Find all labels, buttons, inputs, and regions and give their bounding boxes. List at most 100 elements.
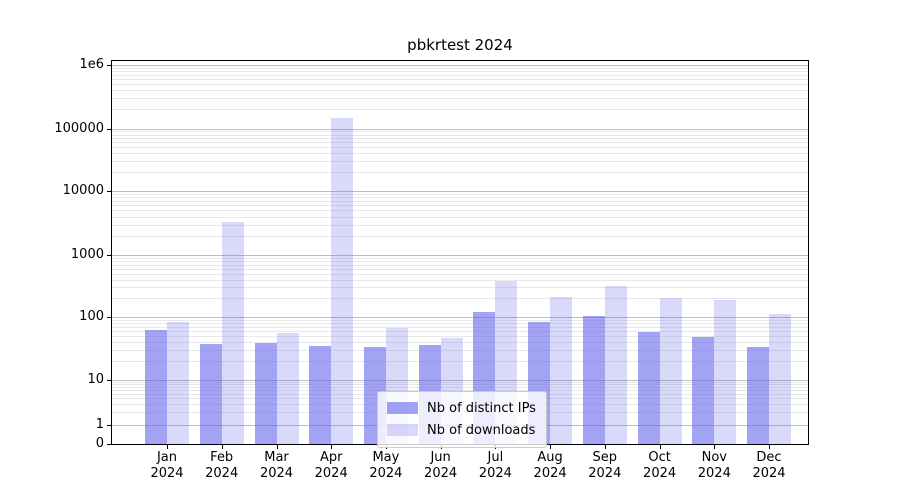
x-tick-label: Jan 2024 bbox=[150, 450, 184, 481]
gridline-minor bbox=[112, 257, 808, 259]
x-tick-mark-icon bbox=[331, 445, 333, 449]
gridline-minor bbox=[112, 387, 808, 388]
x-tick-mark-icon bbox=[659, 445, 661, 449]
bar-distinct-ips bbox=[309, 345, 332, 444]
gridline-minor bbox=[112, 298, 808, 300]
gridline-minor bbox=[112, 382, 808, 384]
x-tick-label: Dec 2024 bbox=[752, 450, 786, 481]
x-tick-label: Apr 2024 bbox=[314, 450, 348, 481]
x-tick-label: Jun 2024 bbox=[424, 450, 458, 481]
bar-distinct-ips bbox=[582, 315, 605, 444]
bar-distinct-ips bbox=[692, 336, 715, 444]
gridline-minor bbox=[112, 287, 808, 289]
y-tick-label: 100000 bbox=[54, 120, 104, 136]
x-tick-label: Mar 2024 bbox=[259, 450, 294, 481]
x-tick-mark-icon bbox=[769, 445, 770, 449]
gridline-minor bbox=[112, 384, 808, 386]
legend-label: Nb of downloads bbox=[427, 422, 536, 438]
x-tick-mark-icon bbox=[714, 445, 716, 449]
gridline-major bbox=[112, 128, 808, 130]
gridline-minor bbox=[112, 74, 808, 76]
x-tick-label: Aug 2024 bbox=[533, 450, 567, 481]
x-tick-mark-icon bbox=[167, 445, 168, 449]
bar-downloads bbox=[167, 322, 189, 444]
legend-label: Nb of distinct IPs bbox=[427, 400, 536, 416]
gridline-minor bbox=[112, 342, 808, 344]
bar-distinct-ips bbox=[199, 344, 222, 444]
x-tick-label: May 2024 bbox=[369, 450, 403, 481]
bar-downloads bbox=[276, 333, 299, 444]
gridline-major bbox=[112, 255, 808, 256]
bar-downloads bbox=[331, 118, 354, 444]
legend-swatch-downloads-icon bbox=[387, 424, 418, 436]
plot-area: Nb of distinct IPs Nb of downloads bbox=[111, 60, 809, 448]
gridline-minor bbox=[112, 323, 808, 325]
gridline-minor bbox=[112, 224, 808, 226]
gridline-major bbox=[112, 380, 808, 381]
legend: Nb of distinct IPs Nb of downloads bbox=[377, 391, 547, 448]
y-tick-mark-icon bbox=[107, 128, 111, 130]
y-tick-mark-icon bbox=[107, 444, 111, 445]
bar-distinct-ips bbox=[145, 330, 167, 444]
gridline-minor bbox=[112, 131, 808, 133]
x-tick-mark-icon bbox=[221, 445, 223, 449]
gridline-minor bbox=[112, 361, 808, 362]
gridline-minor bbox=[112, 193, 808, 195]
bar-distinct-ips bbox=[254, 342, 277, 444]
gridline-major bbox=[112, 65, 808, 66]
y-tick-label: 0 bbox=[95, 436, 104, 451]
gridline-minor bbox=[112, 235, 808, 237]
bar-downloads bbox=[769, 313, 791, 444]
y-tick-mark-icon bbox=[107, 425, 111, 426]
gridline-minor bbox=[112, 331, 808, 332]
bar-downloads bbox=[659, 298, 682, 444]
y-tick-mark-icon bbox=[107, 317, 111, 318]
gridline-minor bbox=[112, 161, 808, 163]
y-tick-label: 10 bbox=[87, 372, 104, 387]
gridline-minor bbox=[112, 349, 808, 351]
gridline-minor bbox=[112, 147, 808, 149]
x-tick-label: Feb 2024 bbox=[205, 450, 239, 481]
y-tick-label: 1e6 bbox=[79, 57, 104, 72]
gridline-minor bbox=[112, 279, 808, 281]
gridline-minor bbox=[112, 261, 808, 262]
gridline-minor bbox=[112, 109, 808, 111]
legend-item: Nb of downloads bbox=[387, 419, 536, 441]
y-tick-mark-icon bbox=[107, 191, 111, 192]
y-tick-label: 10000 bbox=[62, 183, 104, 198]
gridline-major bbox=[112, 191, 808, 192]
x-tick-label: Nov 2024 bbox=[697, 450, 731, 481]
gridline-minor bbox=[112, 172, 808, 174]
legend-item: Nb of distinct IPs bbox=[387, 397, 536, 419]
gridline-minor bbox=[112, 326, 808, 328]
x-tick-label: Jul 2024 bbox=[478, 450, 512, 481]
gridline-minor bbox=[112, 71, 808, 73]
chart-title: pbkrtest 2024 bbox=[407, 36, 513, 54]
y-tick-mark-icon bbox=[107, 65, 111, 66]
gridline-minor bbox=[112, 200, 808, 202]
legend-swatch-distinct-ips-icon bbox=[387, 402, 418, 414]
gridline-minor bbox=[112, 319, 808, 321]
bar-distinct-ips bbox=[637, 331, 660, 444]
gridline-minor bbox=[112, 197, 808, 199]
bar-downloads bbox=[221, 221, 244, 444]
gridline-minor bbox=[112, 79, 808, 81]
gridline-minor bbox=[112, 210, 808, 212]
gridline-minor bbox=[112, 273, 808, 275]
gridline-minor bbox=[112, 205, 808, 207]
x-tick-mark-icon bbox=[550, 445, 552, 449]
y-tick-label: 100 bbox=[79, 309, 104, 324]
x-tick-mark-icon bbox=[604, 445, 606, 449]
gridline-minor bbox=[112, 98, 808, 100]
y-tick-mark-icon bbox=[107, 255, 111, 256]
x-tick-label: Oct 2024 bbox=[643, 450, 677, 481]
y-tick-label: 1 bbox=[95, 417, 104, 432]
gridline-major bbox=[112, 317, 808, 318]
x-tick-mark-icon bbox=[276, 445, 278, 449]
gridline-minor bbox=[112, 390, 808, 391]
bar-downloads bbox=[550, 297, 573, 444]
gridline-minor bbox=[112, 134, 808, 136]
x-tick-label: Sep 2024 bbox=[588, 450, 622, 481]
gridline-minor bbox=[112, 90, 808, 92]
